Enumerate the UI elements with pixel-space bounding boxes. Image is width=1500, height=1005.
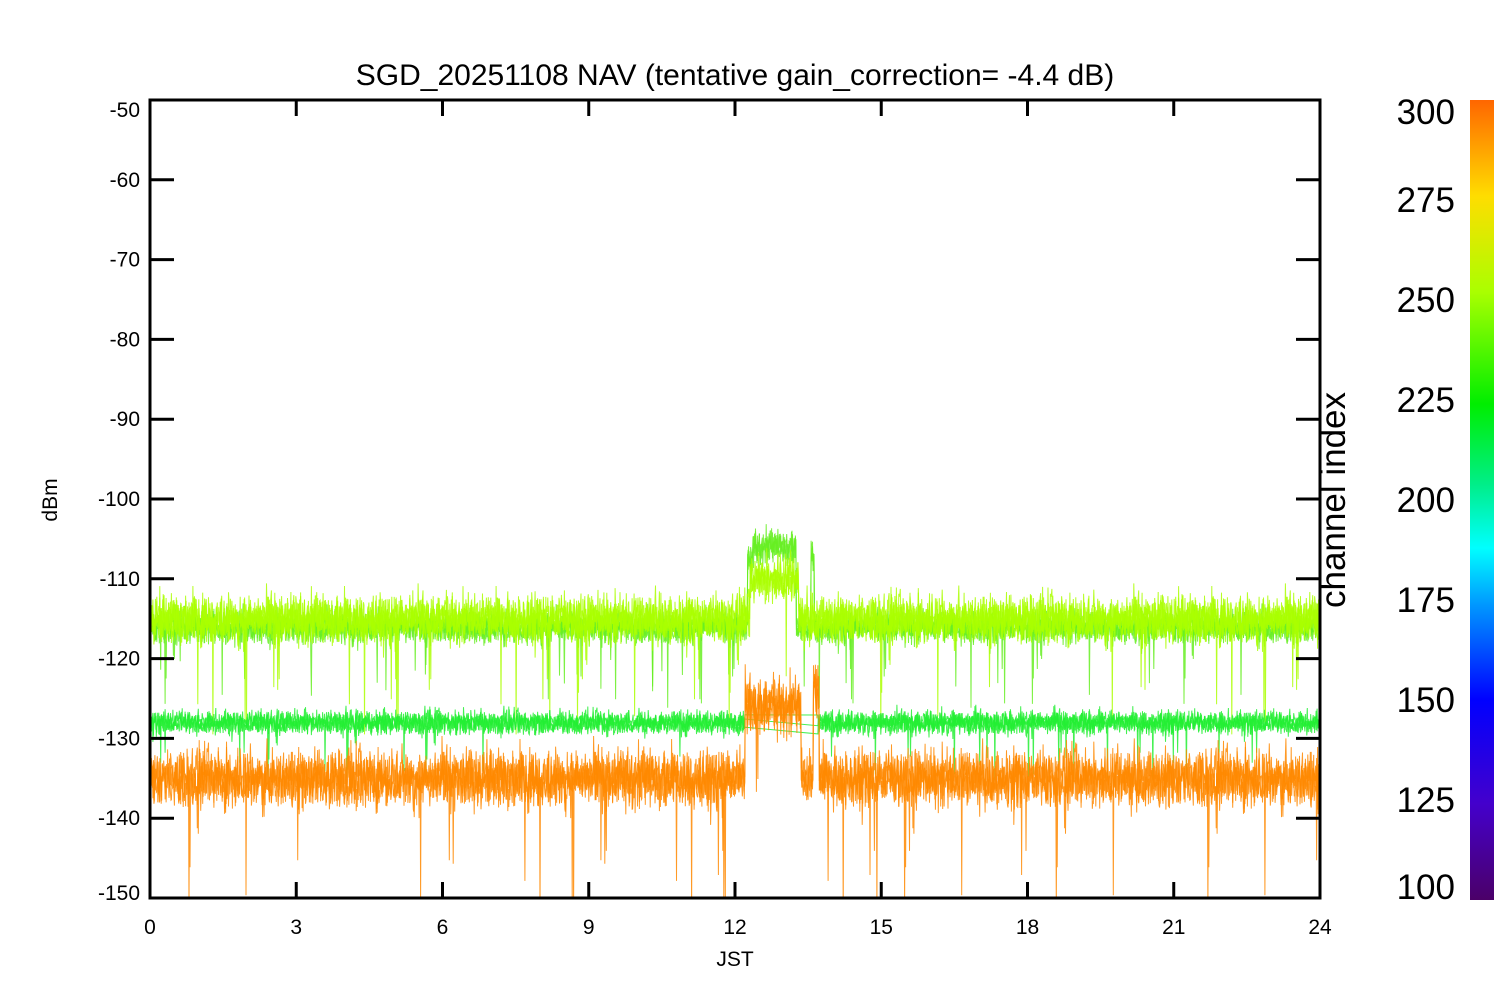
y-tick-label: -50 [110, 99, 140, 122]
series-trace [150, 548, 1320, 735]
colorbar-ticks: 100 125 150 175 200 225 250 275 300 [1397, 93, 1455, 907]
colorbar-tick-label: 225 [1397, 381, 1455, 420]
y-tick-label: -60 [110, 169, 140, 192]
x-tick-label: 9 [583, 916, 595, 939]
y-tick-label: -110 [100, 568, 140, 591]
x-tick-label: 6 [437, 916, 449, 939]
y-axis-label: dBm [39, 478, 62, 521]
colorbar-tick-label: 200 [1397, 481, 1455, 520]
y-tick-label: -80 [110, 328, 140, 351]
colorbar-tick-label: 250 [1397, 281, 1455, 320]
colorbar-tick-label: 150 [1397, 681, 1455, 720]
series-trace-path [150, 664, 1320, 898]
colorbar-tick-label: 175 [1397, 581, 1455, 620]
y-tick-label: -130 [98, 727, 140, 750]
colorbar-label: channel index [1314, 392, 1353, 608]
x-tick-label: 0 [144, 916, 156, 939]
y-tick-label: -90 [110, 408, 140, 431]
y-tick-label: -120 [98, 648, 140, 671]
x-tick-label: 21 [1162, 916, 1185, 939]
x-tick-label: 15 [870, 916, 893, 939]
y-tick-label: -150 [98, 882, 140, 905]
x-tick-label: 18 [1016, 916, 1039, 939]
ticks-layer: 0 3 6 9 12 15 18 21 24 -50 -60 -70 -80 -90 -100 -110 -12… [98, 98, 1332, 939]
series-trace-path [150, 549, 1320, 735]
x-tick-label: 24 [1308, 916, 1332, 939]
y-tick-label: -100 [98, 488, 140, 511]
colorbar [1470, 100, 1494, 900]
colorbar-tick-label: 300 [1397, 93, 1455, 132]
colorbar-tick-label: 275 [1397, 181, 1455, 220]
series-trace-path [150, 665, 1320, 898]
x-axis-label: JST [716, 948, 754, 971]
data-layer [150, 524, 1320, 898]
colorbar-tick-label: 125 [1397, 781, 1455, 820]
x-tick-label: 3 [290, 916, 302, 939]
series-trace-path [150, 704, 1320, 781]
series-trace [150, 664, 1320, 898]
series-trace [150, 704, 1320, 781]
y-tick-label: -70 [110, 249, 140, 272]
y-tick-label: -140 [98, 807, 140, 830]
series-trace-path [150, 704, 1320, 781]
x-tick-label: 12 [723, 916, 746, 939]
chart-title: SGD_20251108 NAV (tentative gain_correct… [356, 59, 1115, 92]
colorbar-tick-label: 100 [1397, 868, 1455, 907]
